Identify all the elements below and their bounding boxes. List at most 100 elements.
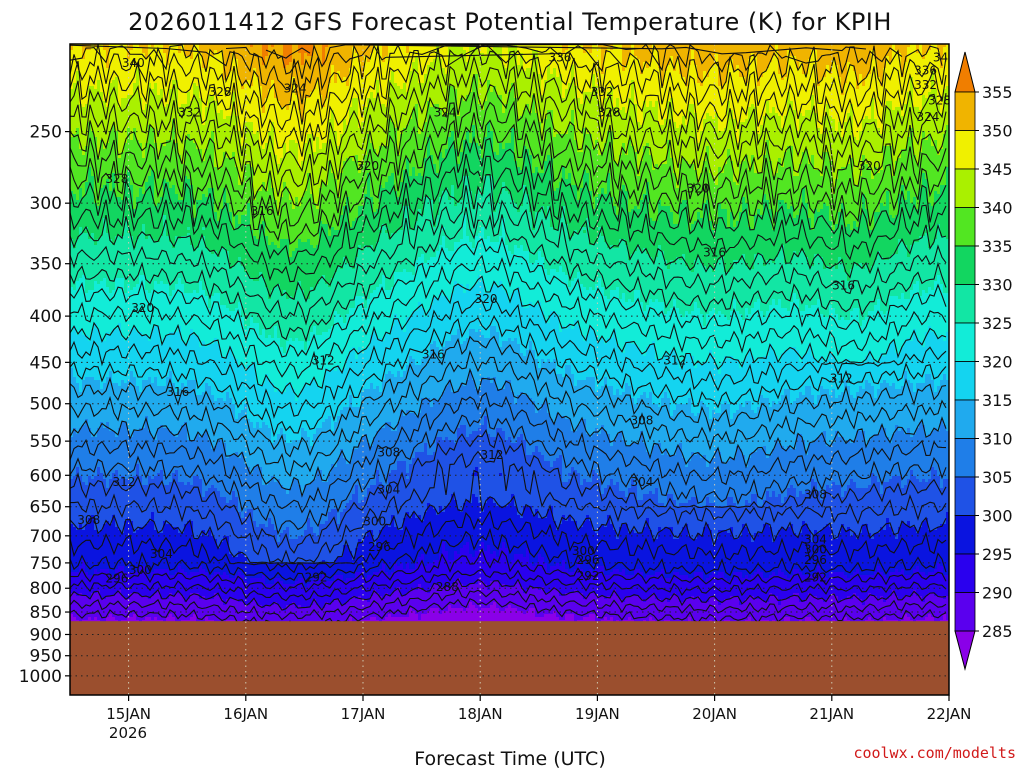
theta-band-segment bbox=[892, 110, 896, 177]
theta-band-segment bbox=[283, 239, 287, 291]
theta-band-segment bbox=[883, 602, 887, 618]
theta-band-segment bbox=[199, 239, 203, 282]
theta-band-segment bbox=[499, 587, 503, 612]
theta-band-segment bbox=[541, 557, 545, 588]
theta-band-segment bbox=[874, 362, 878, 399]
theta-band-segment bbox=[919, 236, 923, 297]
theta-band-segment bbox=[301, 197, 305, 243]
theta-band-segment bbox=[88, 377, 92, 429]
theta-band-segment bbox=[340, 557, 344, 576]
theta-band-segment bbox=[379, 185, 383, 228]
theta-band-segment bbox=[625, 446, 629, 498]
theta-band-segment bbox=[571, 521, 575, 573]
theta-band-segment bbox=[721, 173, 725, 210]
theta-band-segment bbox=[499, 236, 503, 282]
theta-band-segment bbox=[376, 80, 380, 156]
theta-band-segment bbox=[535, 167, 539, 213]
theta-band-segment bbox=[751, 308, 755, 357]
theta-band-segment bbox=[427, 563, 431, 594]
theta-band-segment bbox=[754, 44, 758, 57]
theta-band-segment bbox=[82, 275, 86, 336]
theta-band-segment bbox=[544, 518, 548, 564]
theta-band-segment bbox=[241, 266, 245, 318]
theta-band-segment bbox=[607, 485, 611, 516]
theta-band-segment bbox=[130, 572, 134, 594]
theta-band-segment bbox=[907, 44, 911, 48]
theta-band-segment bbox=[319, 149, 323, 189]
theta-band-segment bbox=[169, 188, 173, 243]
theta-band-segment bbox=[580, 419, 584, 486]
theta-band-segment bbox=[805, 257, 809, 306]
theta-band-segment bbox=[325, 47, 329, 99]
theta-band-segment bbox=[340, 80, 344, 135]
theta-band-segment bbox=[433, 584, 437, 609]
theta-band-segment bbox=[103, 428, 107, 480]
theta-band-segment bbox=[400, 272, 404, 327]
theta-band-segment bbox=[82, 560, 86, 597]
theta-band-segment bbox=[451, 392, 455, 441]
theta-band-segment bbox=[436, 44, 440, 105]
theta-band-segment bbox=[478, 275, 482, 330]
theta-band-segment bbox=[298, 395, 302, 441]
theta-band-segment bbox=[385, 332, 389, 375]
theta-band-segment bbox=[244, 272, 248, 330]
theta-band-segment bbox=[514, 338, 518, 405]
theta-band-segment bbox=[421, 215, 425, 255]
theta-band-segment bbox=[694, 170, 698, 222]
theta-band-segment bbox=[307, 173, 311, 240]
theta-band-segment bbox=[124, 521, 128, 573]
theta-band-segment bbox=[451, 251, 455, 294]
theta-band-segment bbox=[400, 530, 404, 564]
theta-band-segment bbox=[715, 539, 719, 576]
theta-band-segment bbox=[196, 395, 200, 435]
theta-band-segment bbox=[538, 410, 542, 453]
theta-band-segment bbox=[604, 575, 608, 600]
theta-band-segment bbox=[94, 569, 98, 594]
theta-band-segment bbox=[655, 257, 659, 300]
theta-band-segment bbox=[229, 599, 233, 621]
theta-band-segment bbox=[187, 92, 191, 135]
theta-band-segment bbox=[448, 251, 452, 303]
theta-band-segment bbox=[307, 563, 311, 585]
theta-band-segment bbox=[688, 398, 692, 462]
theta-band-segment bbox=[553, 137, 557, 192]
theta-band-segment bbox=[736, 185, 740, 222]
theta-band-segment bbox=[145, 182, 149, 240]
theta-band-segment bbox=[802, 251, 806, 312]
theta-band-segment bbox=[841, 137, 845, 168]
theta-band-segment bbox=[868, 383, 872, 441]
theta-band-segment bbox=[514, 245, 518, 291]
theta-band-segment bbox=[448, 380, 452, 441]
theta-band-segment bbox=[709, 419, 713, 462]
theta-band-segment bbox=[433, 257, 437, 297]
y-tick-label: 250 bbox=[30, 123, 62, 143]
theta-band-segment bbox=[355, 98, 359, 156]
theta-band-segment bbox=[193, 476, 197, 540]
theta-band-segment bbox=[301, 242, 305, 291]
theta-band-segment bbox=[901, 242, 905, 294]
theta-band-segment bbox=[727, 359, 731, 405]
theta-band-segment bbox=[400, 410, 404, 462]
contour-line bbox=[70, 207, 947, 343]
theta-band-segment bbox=[286, 65, 290, 111]
theta-band-segment bbox=[187, 440, 191, 483]
theta-band-segment bbox=[247, 563, 251, 585]
theta-band-segment bbox=[373, 149, 377, 213]
theta-band-segment bbox=[685, 404, 689, 468]
theta-band-segment bbox=[514, 554, 518, 585]
theta-band-segment bbox=[256, 44, 260, 78]
theta-band-segment bbox=[793, 488, 797, 534]
theta-band-segment bbox=[883, 356, 887, 381]
theta-band-segment bbox=[352, 98, 356, 162]
theta-band-segment bbox=[502, 290, 506, 342]
theta-band-segment bbox=[835, 65, 839, 132]
theta-band-segment bbox=[808, 593, 812, 618]
theta-band-segment bbox=[247, 44, 251, 81]
theta-band-segment bbox=[472, 209, 476, 249]
theta-band-segment bbox=[385, 230, 389, 234]
theta-band-segment bbox=[808, 443, 812, 492]
theta-band-segment bbox=[163, 521, 167, 570]
theta-band-segment bbox=[502, 542, 506, 585]
theta-band-segment bbox=[406, 44, 410, 54]
theta-band-segment bbox=[490, 326, 494, 384]
